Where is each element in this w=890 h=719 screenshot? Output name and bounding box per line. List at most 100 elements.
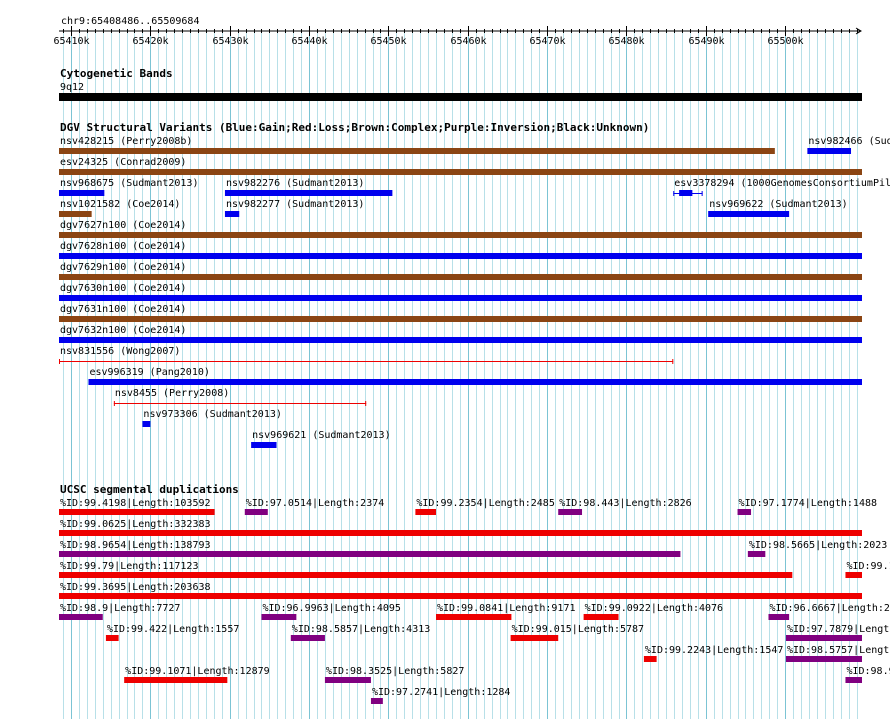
dgv-feature[interactable]: nsv982277 (Sudmant2013) <box>224 199 364 217</box>
segdup-feature-bar[interactable] <box>290 635 325 641</box>
segdup-feature[interactable]: %ID:97.7879|Length <box>785 624 890 641</box>
segdup-feature[interactable]: %ID:99.1 <box>845 561 890 578</box>
dgv-track[interactable]: DGV Structural Variants (Blue:Gain;Red:L… <box>59 121 890 448</box>
dgv-feature[interactable]: dgv7628n100 (Coe2014) <box>59 241 862 259</box>
dgv-feature[interactable]: nsv831556 (Wong2007) <box>59 346 674 364</box>
segdup-feature-bar[interactable] <box>59 530 862 536</box>
segdup-feature-bar[interactable] <box>415 509 437 515</box>
dgv-feature-bar[interactable] <box>142 421 151 427</box>
dgv-feature-bar[interactable] <box>59 190 105 196</box>
dgv-feature-bar[interactable] <box>59 232 862 238</box>
segdup-feature[interactable]: %ID:98.5665|Length:2023 <box>747 540 887 557</box>
segdup-feature[interactable]: %ID:99.3695|Length:203638 <box>59 582 862 599</box>
segdup-feature-bar[interactable] <box>785 635 862 641</box>
segdup-feature-bar[interactable] <box>737 509 752 515</box>
segdup-feature[interactable]: %ID:99.2243|Length:1547 <box>643 645 783 662</box>
dgv-feature[interactable]: nsv982466 (Sudmant2013) <box>807 136 890 154</box>
segdup-feature-bar[interactable] <box>59 551 681 557</box>
dgv-feature[interactable]: nsv968675 (Sudmant2013) <box>59 178 198 196</box>
segdup-feature-bar[interactable] <box>785 656 862 662</box>
dgv-feature[interactable]: nsv973306 (Sudmant2013) <box>142 409 282 427</box>
ruler-tick-label: 65460k <box>450 36 486 47</box>
dgv-feature-bar[interactable] <box>224 211 240 217</box>
segdup-feature[interactable]: %ID:98.9 <box>845 666 890 683</box>
cytoband-bar[interactable] <box>59 93 862 101</box>
dgv-feature-bar[interactable] <box>59 337 862 343</box>
dgv-feature-block[interactable] <box>679 190 693 196</box>
dgv-feature[interactable]: esv996319 (Pang2010) <box>88 367 863 385</box>
dgv-feature-bar[interactable] <box>59 274 862 280</box>
segdup-feature-label: %ID:98.9 <box>846 666 890 677</box>
dgv-feature-bar[interactable] <box>251 442 277 448</box>
dgv-feature[interactable]: nsv8455 (Perry2008) <box>113 388 367 406</box>
dgv-feature-bar[interactable] <box>224 190 393 196</box>
segdup-feature-bar[interactable] <box>59 509 215 515</box>
segdup-feature-bar[interactable] <box>59 614 103 620</box>
dgv-feature-bar[interactable] <box>807 148 852 154</box>
dgv-feature-bar[interactable] <box>59 169 862 175</box>
segdup-feature-label: %ID:98.5857|Length:4313 <box>292 624 430 635</box>
segdup-feature-bar[interactable] <box>747 551 766 557</box>
segdup-feature-bar[interactable] <box>59 593 862 599</box>
segdup-feature-bar[interactable] <box>124 677 228 683</box>
segdup-feature[interactable]: %ID:99.0841|Length:9171 <box>436 603 576 620</box>
segdup-feature[interactable]: %ID:97.0514|Length:2374 <box>244 498 384 515</box>
segdup-feature-bar[interactable] <box>59 572 793 578</box>
segdup-feature[interactable]: %ID:99.2354|Length:2485 <box>415 498 555 515</box>
segdup-feature[interactable]: %ID:99.015|Length:5787 <box>510 624 644 641</box>
dgv-feature-bar[interactable] <box>59 253 862 259</box>
segdup-feature-bar[interactable] <box>768 614 790 620</box>
dgv-feature-bar[interactable] <box>59 316 862 322</box>
segdup-feature-bar[interactable] <box>845 677 862 683</box>
ruler-tick-label: 65470k <box>529 36 565 47</box>
segdup-feature[interactable]: %ID:98.443|Length:2826 <box>558 498 692 515</box>
dgv-feature-bar[interactable] <box>59 148 775 154</box>
segdup-feature[interactable]: %ID:99.0625|Length:332383 <box>59 519 862 536</box>
dgv-feature[interactable]: dgv7627n100 (Coe2014) <box>59 220 862 238</box>
segdup-feature[interactable]: %ID:99.1071|Length:12879 <box>124 666 270 683</box>
dgv-feature[interactable]: dgv7630n100 (Coe2014) <box>59 283 862 301</box>
segdup-feature[interactable]: %ID:96.6667|Length:2 <box>768 603 890 620</box>
segdup-feature[interactable]: %ID:97.2741|Length:1284 <box>370 687 510 704</box>
cytoband-track[interactable]: Cytogenetic Bands 9q12 <box>59 67 862 101</box>
dgv-feature[interactable]: nsv982276 (Sudmant2013) <box>224 178 393 196</box>
segdup-feature[interactable]: %ID:98.3525|Length:5827 <box>324 666 464 683</box>
segdup-feature[interactable]: %ID:98.5857|Length:4313 <box>290 624 430 641</box>
segdup-track[interactable]: UCSC segmental duplications %ID:99.4198|… <box>59 483 890 704</box>
dgv-feature-bar[interactable] <box>59 295 862 301</box>
segdup-feature-bar[interactable] <box>105 635 119 641</box>
segdup-feature-bar[interactable] <box>261 614 297 620</box>
segdup-feature[interactable]: %ID:98.5757|Length <box>785 645 890 662</box>
dgv-feature[interactable]: nsv969621 (Sudmant2013) <box>251 430 391 448</box>
dgv-feature-bar[interactable] <box>708 211 790 217</box>
segdup-feature-bar[interactable] <box>436 614 512 620</box>
segdup-feature-bar[interactable] <box>583 614 619 620</box>
segdup-feature-bar[interactable] <box>558 509 583 515</box>
segdup-feature[interactable]: %ID:99.79|Length:117123 <box>59 561 793 578</box>
dgv-feature[interactable]: dgv7632n100 (Coe2014) <box>59 325 862 343</box>
dgv-feature[interactable]: esv24325 (Conrad2009) <box>59 157 862 175</box>
segdup-feature[interactable]: %ID:98.9|Length:7727 <box>59 603 180 620</box>
dgv-feature-bar[interactable] <box>59 211 92 217</box>
dgv-feature[interactable]: nsv969622 (Sudmant2013) <box>708 199 848 217</box>
segdup-feature[interactable]: %ID:99.4198|Length:103592 <box>59 498 215 515</box>
segdup-feature-bar[interactable] <box>845 572 862 578</box>
dgv-feature[interactable]: dgv7629n100 (Coe2014) <box>59 262 862 280</box>
ruler-track[interactable]: chr9:65408486..65509684 65410k 65420k 6543… <box>53 16 862 47</box>
segdup-feature-bar[interactable] <box>244 509 268 515</box>
dgv-feature[interactable]: esv3378294 (1000GenomesConsortiumPilotPr… <box>673 178 890 196</box>
segdup-feature-bar[interactable] <box>643 656 657 662</box>
segdup-feature-bar[interactable] <box>370 698 383 704</box>
dgv-feature[interactable]: nsv1021582 (Coe2014) <box>59 199 180 217</box>
segdup-feature-bar[interactable] <box>324 677 371 683</box>
segdup-feature[interactable]: %ID:97.1774|Length:1488 <box>737 498 877 515</box>
segdup-feature-bar[interactable] <box>510 635 559 641</box>
segdup-feature[interactable]: %ID:99.422|Length:1557 <box>105 624 239 641</box>
segdup-feature[interactable]: %ID:98.9654|Length:138793 <box>59 540 681 557</box>
segdup-feature[interactable]: %ID:96.9963|Length:4095 <box>261 603 401 620</box>
segdup-feature[interactable]: %ID:99.0922|Length:4076 <box>583 603 723 620</box>
dgv-feature[interactable]: nsv428215 (Perry2008b) <box>59 136 775 154</box>
dgv-feature[interactable]: dgv7631n100 (Coe2014) <box>59 304 862 322</box>
dgv-feature-bar[interactable] <box>88 379 863 385</box>
